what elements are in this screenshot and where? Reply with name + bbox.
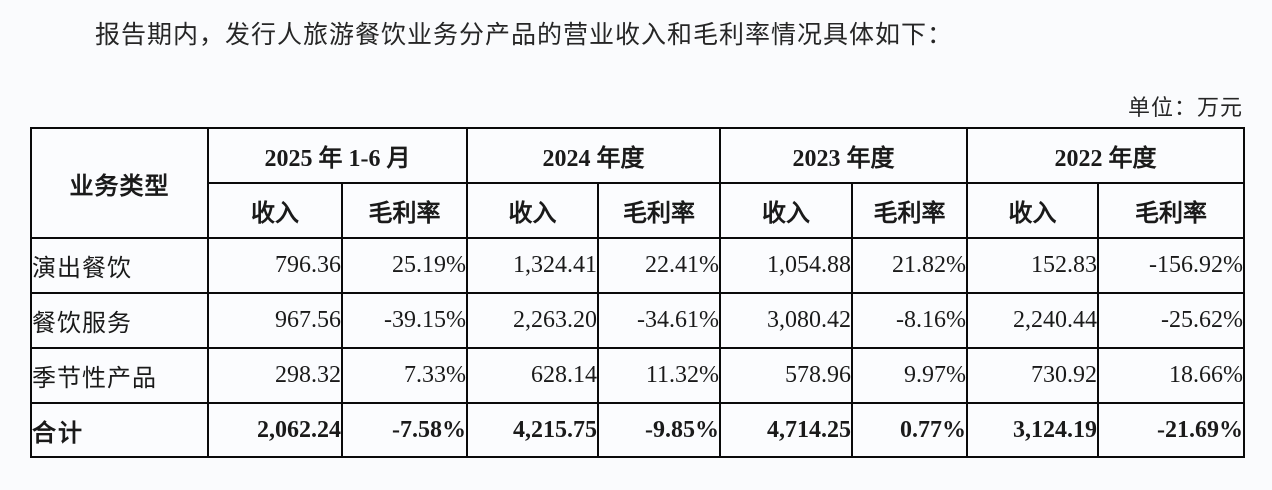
- cell-margin-total: -7.58%: [341, 402, 468, 458]
- cell-margin: 22.41%: [597, 237, 721, 294]
- unit-label: 单位：万元: [1127, 95, 1243, 120]
- header-revenue-2025h1: 收入: [207, 182, 343, 239]
- revenue-margin-table: 业务类型 2025 年 1-6 月 2024 年度 2023 年度 2022 年…: [30, 127, 1245, 458]
- header-business-type: 业务类型: [30, 127, 209, 239]
- cell-margin: -8.16%: [851, 292, 968, 349]
- table-row-performance-catering: 演出餐饮 796.36 25.19% 1,324.41 22.41% 1,054…: [30, 237, 1245, 294]
- cell-margin-total: 0.77%: [851, 402, 968, 458]
- table-header-row-periods: 业务类型 2025 年 1-6 月 2024 年度 2023 年度 2022 年…: [30, 127, 1245, 239]
- cell-revenue-total: 2,062.24: [207, 402, 343, 458]
- cell-margin: 7.33%: [341, 347, 468, 404]
- cell-margin: -39.15%: [341, 292, 468, 349]
- cell-revenue: 1,054.88: [719, 237, 853, 294]
- row-label: 演出餐饮: [30, 237, 209, 294]
- row-label: 季节性产品: [30, 347, 209, 404]
- cell-margin: 18.66%: [1097, 347, 1245, 404]
- cell-margin: 11.32%: [597, 347, 721, 404]
- cell-revenue: 967.56: [207, 292, 343, 349]
- cell-revenue: 2,263.20: [466, 292, 599, 349]
- cell-margin: 9.97%: [851, 347, 968, 404]
- cell-revenue: 152.83: [966, 237, 1099, 294]
- cell-revenue: 1,324.41: [466, 237, 599, 294]
- header-period-2025h1: 2025 年 1-6 月: [207, 127, 468, 184]
- cell-margin: -34.61%: [597, 292, 721, 349]
- cell-margin: -156.92%: [1097, 237, 1245, 294]
- cell-revenue: 730.92: [966, 347, 1099, 404]
- cell-revenue-total: 3,124.19: [966, 402, 1099, 458]
- cell-revenue: 628.14: [466, 347, 599, 404]
- cell-revenue: 3,080.42: [719, 292, 853, 349]
- header-margin-2023: 毛利率: [851, 182, 968, 239]
- cell-margin-total: -9.85%: [597, 402, 721, 458]
- table-row-total: 合计 2,062.24 -7.58% 4,215.75 -9.85% 4,714…: [30, 402, 1245, 458]
- cell-revenue-total: 4,714.25: [719, 402, 853, 458]
- header-revenue-2023: 收入: [719, 182, 853, 239]
- row-label: 餐饮服务: [30, 292, 209, 349]
- header-margin-2022: 毛利率: [1097, 182, 1245, 239]
- cell-revenue-total: 4,215.75: [466, 402, 599, 458]
- total-row-label: 合计: [30, 402, 209, 458]
- cell-margin: -25.62%: [1097, 292, 1245, 349]
- intro-paragraph: 报告期内，发行人旅游餐饮业务分产品的营业收入和毛利率情况具体如下：: [95, 22, 954, 49]
- cell-revenue: 578.96: [719, 347, 853, 404]
- table-row-catering-service: 餐饮服务 967.56 -39.15% 2,263.20 -34.61% 3,0…: [30, 292, 1245, 349]
- header-period-2024: 2024 年度: [466, 127, 721, 184]
- header-margin-2025h1: 毛利率: [341, 182, 468, 239]
- header-period-2022: 2022 年度: [966, 127, 1245, 184]
- cell-revenue: 796.36: [207, 237, 343, 294]
- header-revenue-2022: 收入: [966, 182, 1099, 239]
- cell-margin-total: -21.69%: [1097, 402, 1245, 458]
- header-period-2023: 2023 年度: [719, 127, 968, 184]
- table-row-seasonal-products: 季节性产品 298.32 7.33% 628.14 11.32% 578.96 …: [30, 347, 1245, 404]
- cell-revenue: 2,240.44: [966, 292, 1099, 349]
- cell-margin: 21.82%: [851, 237, 968, 294]
- header-margin-2024: 毛利率: [597, 182, 721, 239]
- cell-margin: 25.19%: [341, 237, 468, 294]
- cell-revenue: 298.32: [207, 347, 343, 404]
- header-revenue-2024: 收入: [466, 182, 599, 239]
- table-header-row-metrics: 收入 毛利率 收入 毛利率 收入 毛利率 收入 毛利率: [31, 182, 1245, 239]
